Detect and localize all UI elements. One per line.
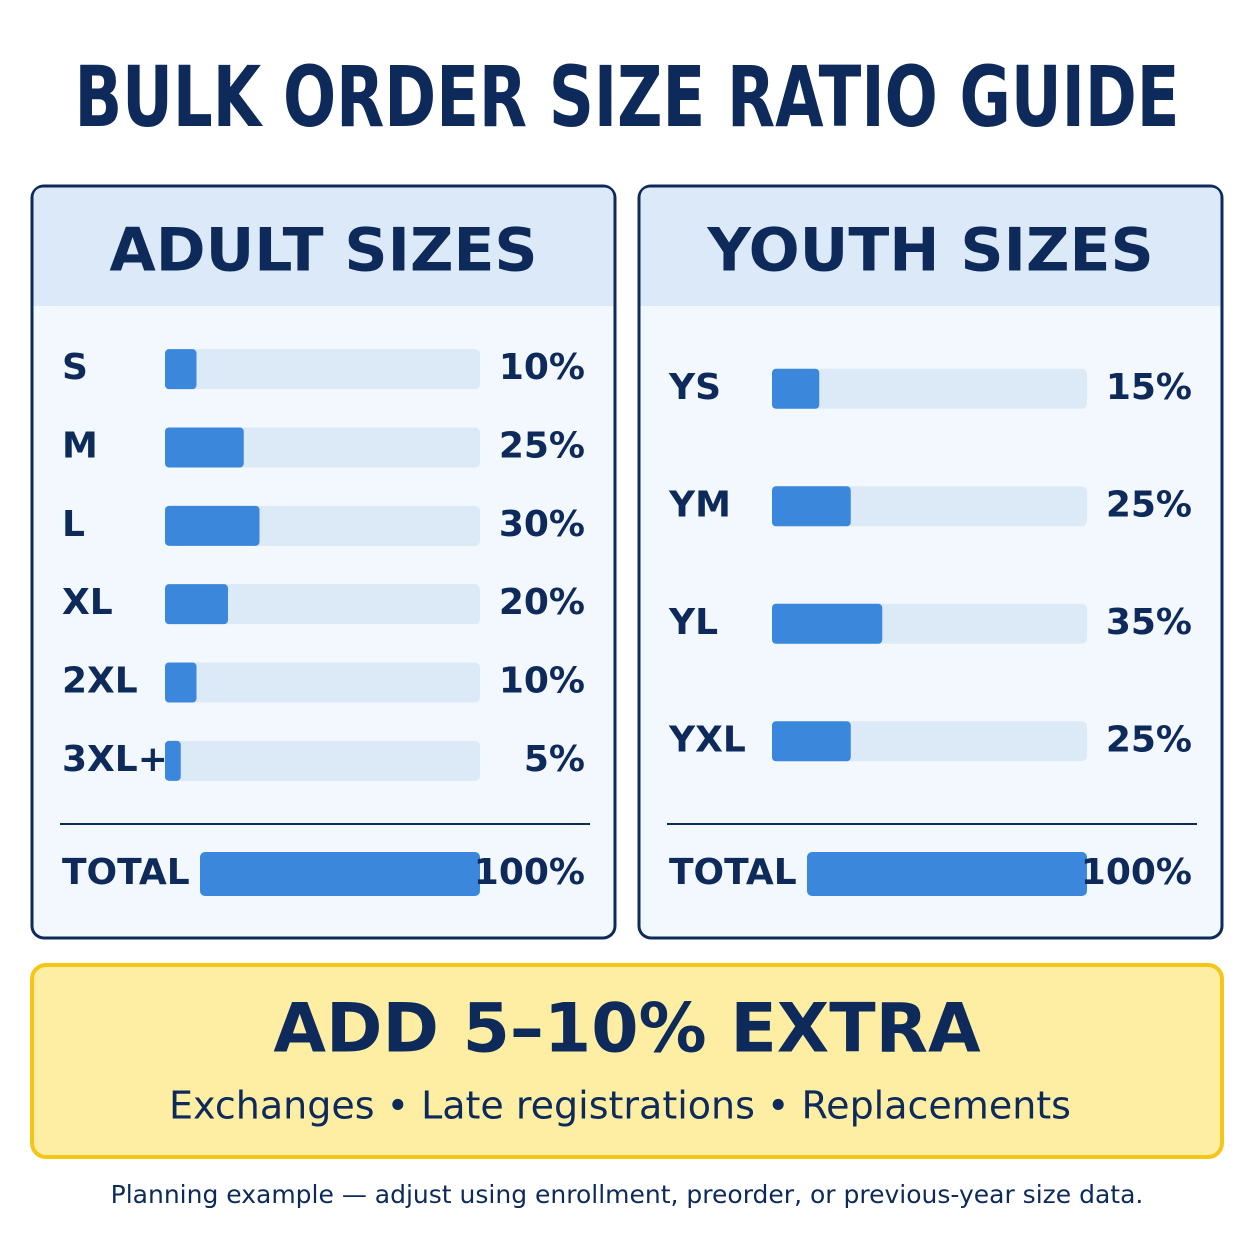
value-label: 10% [499,661,585,702]
page-title: BULK ORDER SIZE RATIO GUIDE [75,48,1180,146]
value-label: 35% [1106,602,1192,643]
size-label: L [62,504,85,545]
total-label: TOTAL [62,852,190,893]
size-label: YS [668,367,721,408]
bar [165,505,260,546]
bar-track [772,368,1087,409]
value-label: 5% [524,739,585,780]
size-label: YM [668,484,731,525]
size-label: S [62,347,88,388]
bar-track [165,740,480,781]
value-label: 15% [1106,367,1192,408]
size-label: 2XL [62,661,138,702]
size-label: 3XL+ [62,739,168,780]
value-label: 10% [499,347,585,388]
value-label: 25% [1106,719,1192,760]
bar [772,368,820,409]
bar [772,486,851,527]
total-label: TOTAL [669,852,797,893]
panel-header [33,187,614,306]
callout-title: ADD 5–10% EXTRA [273,990,981,1069]
bar-track [165,349,480,390]
panel-title: ADULT SIZES [109,216,537,286]
bar [772,603,883,644]
callout-box [30,963,1224,1159]
bar-track [165,662,480,703]
value-label: 25% [1106,484,1192,525]
callout-text: Exchanges • Late registrations • Replace… [169,1084,1071,1128]
size-label: XL [62,582,113,623]
bar [772,721,851,762]
value-label: 20% [499,582,585,623]
bar-track [165,584,480,625]
total-value-label: 100% [474,852,585,893]
value-label: 25% [499,426,585,467]
total-value-label: 100% [1081,852,1192,893]
size-label: YXL [668,719,746,760]
value-label: 30% [499,504,585,545]
total-bar [200,852,480,896]
bar [165,427,244,468]
footnote: Planning example — adjust using enrollme… [111,1180,1144,1209]
panel-header [640,187,1221,306]
bar [165,584,228,625]
bar [165,662,197,703]
bar [165,349,197,390]
size-label: M [62,426,98,467]
size-label: YL [668,602,718,643]
bar [165,740,181,781]
total-bar [807,852,1087,896]
panel-title: YOUTH SIZES [706,216,1153,286]
